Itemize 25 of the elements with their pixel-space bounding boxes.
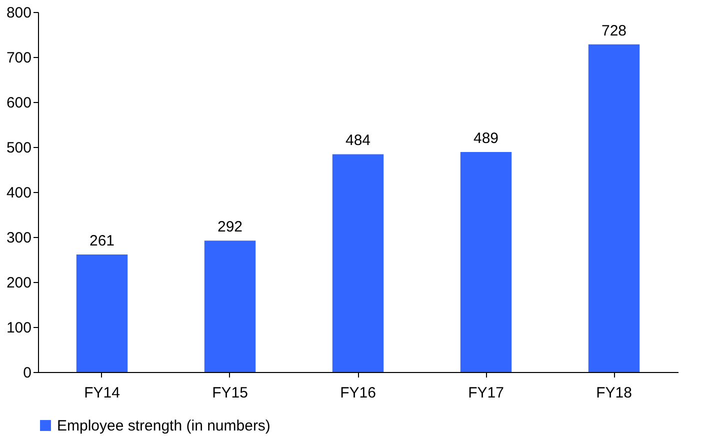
bar xyxy=(76,254,128,372)
y-tick-label: 400 xyxy=(6,184,32,202)
data-label: 261 xyxy=(89,232,115,250)
y-tick-label: 300 xyxy=(6,230,32,246)
data-label: 728 xyxy=(601,22,627,40)
bar xyxy=(460,152,512,372)
x-tick-label: FY17 xyxy=(468,384,504,402)
data-label: 489 xyxy=(473,130,499,147)
y-tick-label: 700 xyxy=(6,50,32,66)
y-tick-label: 500 xyxy=(6,140,32,156)
data-label: 484 xyxy=(345,132,371,150)
bar xyxy=(332,154,384,372)
x-tick-label: FY15 xyxy=(212,384,248,402)
data-label: 292 xyxy=(217,218,243,236)
y-tick-label: 0 xyxy=(23,364,32,382)
x-tick-label: FY16 xyxy=(340,384,376,402)
y-tick-label: 200 xyxy=(6,274,32,292)
y-tick-label: 600 xyxy=(6,94,32,112)
y-tick-label: 100 xyxy=(6,320,32,336)
y-tick-label: 800 xyxy=(6,4,32,22)
bar xyxy=(588,44,640,372)
legend-label: Employee strength (in numbers) xyxy=(57,418,270,434)
bar xyxy=(204,240,256,372)
x-tick-label: FY14 xyxy=(84,384,120,402)
x-tick-label: FY18 xyxy=(596,384,632,402)
